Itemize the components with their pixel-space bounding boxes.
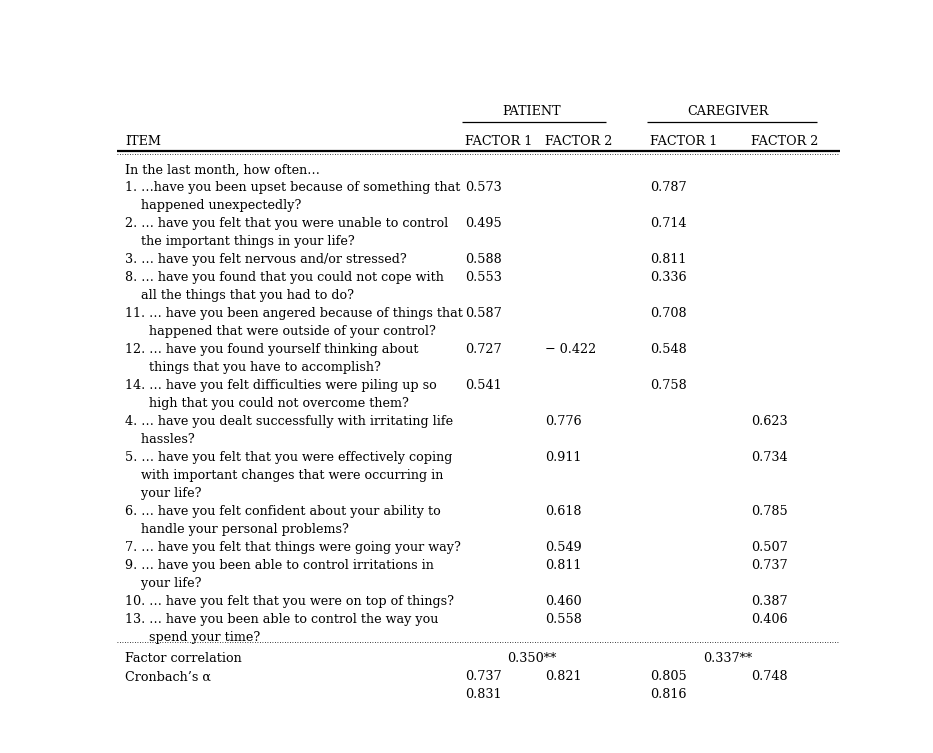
Text: 0.831: 0.831 (466, 688, 502, 701)
Text: happened that were outside of your control?: happened that were outside of your contr… (125, 325, 436, 338)
Text: 0.587: 0.587 (466, 307, 502, 320)
Text: 0.805: 0.805 (650, 670, 687, 683)
Text: 4. … have you dealt successfully with irritating life: 4. … have you dealt successfully with ir… (125, 415, 453, 428)
Text: 13. … have you been able to control the way you: 13. … have you been able to control the … (125, 613, 439, 626)
Text: your life?: your life? (125, 577, 202, 590)
Text: 0.727: 0.727 (466, 343, 502, 356)
Text: 11. … have you been angered because of things that: 11. … have you been angered because of t… (125, 307, 463, 320)
Text: 0.811: 0.811 (545, 559, 581, 572)
Text: FACTOR 2: FACTOR 2 (545, 136, 612, 148)
Text: with important changes that were occurring in: with important changes that were occurri… (125, 469, 444, 482)
Text: handle your personal problems?: handle your personal problems? (125, 523, 349, 536)
Text: FACTOR 2: FACTOR 2 (751, 136, 819, 148)
Text: 0.549: 0.549 (545, 541, 581, 554)
Text: 0.337**: 0.337** (703, 652, 753, 666)
Text: 0.785: 0.785 (751, 505, 788, 518)
Text: In the last month, how often…: In the last month, how often… (125, 163, 320, 176)
Text: hassles?: hassles? (125, 433, 195, 446)
Text: 10. … have you felt that you were on top of things?: 10. … have you felt that you were on top… (125, 595, 454, 608)
Text: 0.588: 0.588 (466, 253, 502, 267)
Text: spend your time?: spend your time? (125, 631, 260, 644)
Text: 0.811: 0.811 (650, 253, 687, 267)
Text: 0.821: 0.821 (545, 670, 581, 683)
Text: 12. … have you found yourself thinking about: 12. … have you found yourself thinking a… (125, 343, 419, 356)
Text: 0.350**: 0.350** (508, 652, 557, 666)
Text: CAREGIVER: CAREGIVER (688, 105, 769, 118)
Text: 2. … have you felt that you were unable to control: 2. … have you felt that you were unable … (125, 218, 449, 230)
Text: 0.758: 0.758 (650, 379, 687, 392)
Text: 5. … have you felt that you were effectively coping: 5. … have you felt that you were effecti… (125, 451, 453, 464)
Text: 0.541: 0.541 (466, 379, 502, 392)
Text: 0.548: 0.548 (650, 343, 687, 356)
Text: your life?: your life? (125, 487, 202, 500)
Text: 0.748: 0.748 (751, 670, 788, 683)
Text: 6. … have you felt confident about your ability to: 6. … have you felt confident about your … (125, 505, 441, 518)
Text: 7. … have you felt that things were going your way?: 7. … have you felt that things were goin… (125, 541, 461, 554)
Text: 0.776: 0.776 (545, 415, 581, 428)
Text: 0.387: 0.387 (751, 595, 788, 608)
Text: 14. … have you felt difficulties were piling up so: 14. … have you felt difficulties were pi… (125, 379, 437, 392)
Text: high that you could not overcome them?: high that you could not overcome them? (125, 397, 410, 410)
Text: ITEM: ITEM (125, 136, 161, 148)
Text: 0.623: 0.623 (751, 415, 788, 428)
Text: PATIENT: PATIENT (503, 105, 562, 118)
Text: 8. … have you found that you could not cope with: 8. … have you found that you could not c… (125, 271, 444, 285)
Text: the important things in your life?: the important things in your life? (125, 236, 355, 248)
Text: 0.573: 0.573 (466, 181, 502, 194)
Text: FACTOR 1: FACTOR 1 (466, 136, 533, 148)
Text: 0.708: 0.708 (650, 307, 687, 320)
Text: 0.460: 0.460 (545, 595, 581, 608)
Text: 0.737: 0.737 (751, 559, 788, 572)
Text: 0.507: 0.507 (751, 541, 788, 554)
Text: 0.734: 0.734 (751, 451, 788, 464)
Text: 0.406: 0.406 (751, 613, 788, 626)
Text: 9. … have you been able to control irritations in: 9. … have you been able to control irrit… (125, 559, 434, 572)
Text: 0.553: 0.553 (466, 271, 502, 285)
Text: FACTOR 1: FACTOR 1 (650, 136, 717, 148)
Text: all the things that you had to do?: all the things that you had to do? (125, 289, 355, 302)
Text: 3. … have you felt nervous and/or stressed?: 3. … have you felt nervous and/or stress… (125, 253, 407, 267)
Text: 0.714: 0.714 (650, 218, 687, 230)
Text: 0.558: 0.558 (545, 613, 581, 626)
Text: 0.737: 0.737 (466, 670, 502, 683)
Text: 0.495: 0.495 (466, 218, 502, 230)
Text: Cronbach’s α: Cronbach’s α (125, 670, 211, 683)
Text: Factor correlation: Factor correlation (125, 652, 242, 666)
Text: 0.618: 0.618 (545, 505, 581, 518)
Text: 0.816: 0.816 (650, 688, 687, 701)
Text: 0.911: 0.911 (545, 451, 581, 464)
Text: − 0.422: − 0.422 (545, 343, 596, 356)
Text: things that you have to accomplish?: things that you have to accomplish? (125, 361, 382, 374)
Text: happened unexpectedly?: happened unexpectedly? (125, 200, 301, 212)
Text: 1. …have you been upset because of something that: 1. …have you been upset because of somet… (125, 181, 461, 194)
Text: 0.336: 0.336 (650, 271, 687, 285)
Text: 0.787: 0.787 (650, 181, 687, 194)
